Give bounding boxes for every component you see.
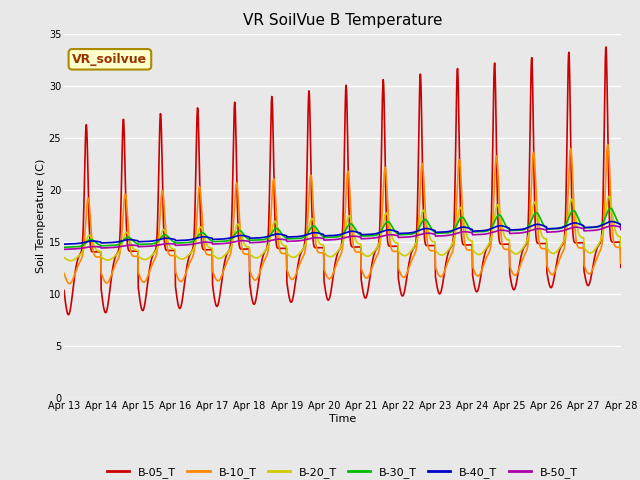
- B-50_T: [170, 241, 178, 247]
- B-05_T: [551, 270, 559, 276]
- B-05_T: [60, 288, 68, 293]
- B-30_T: [60, 244, 68, 250]
- B-20_T: [184, 252, 192, 258]
- B-05_T: [65, 312, 72, 318]
- B-10_T: [551, 268, 559, 274]
- B-20_T: [60, 255, 68, 261]
- B-50_T: [429, 231, 436, 237]
- B-05_T: [502, 241, 509, 247]
- B-30_T: [607, 205, 614, 211]
- B-20_T: [67, 258, 74, 264]
- B-40_T: [246, 235, 254, 241]
- B-20_T: [246, 252, 254, 258]
- B-40_T: [617, 224, 625, 229]
- B-40_T: [170, 237, 178, 242]
- B-30_T: [170, 239, 178, 245]
- B-05_T: [429, 243, 437, 249]
- B-10_T: [617, 260, 625, 266]
- B-30_T: [184, 240, 191, 245]
- Line: B-30_T: B-30_T: [64, 208, 621, 247]
- B-10_T: [604, 142, 611, 148]
- B-40_T: [429, 227, 436, 233]
- Line: B-40_T: B-40_T: [64, 222, 621, 244]
- Legend: B-05_T, B-10_T, B-20_T, B-30_T, B-40_T, B-50_T: B-05_T, B-10_T, B-20_T, B-30_T, B-40_T, …: [102, 462, 582, 480]
- B-40_T: [502, 224, 509, 229]
- B-05_T: [171, 248, 179, 253]
- B-30_T: [617, 224, 625, 229]
- B-10_T: [429, 248, 437, 253]
- B-05_T: [617, 264, 625, 270]
- B-30_T: [551, 226, 559, 232]
- B-05_T: [246, 287, 254, 292]
- B-10_T: [502, 247, 509, 252]
- Title: VR SoilVue B Temperature: VR SoilVue B Temperature: [243, 13, 442, 28]
- B-50_T: [502, 228, 509, 233]
- Line: B-05_T: B-05_T: [64, 47, 621, 315]
- B-40_T: [184, 237, 191, 243]
- Line: B-50_T: B-50_T: [64, 226, 621, 249]
- B-50_T: [184, 242, 191, 248]
- B-40_T: [551, 226, 559, 231]
- Y-axis label: Soil Temperature (C): Soil Temperature (C): [36, 159, 46, 273]
- B-20_T: [551, 250, 559, 256]
- B-20_T: [429, 239, 437, 244]
- Line: B-10_T: B-10_T: [64, 145, 621, 284]
- B-30_T: [246, 238, 254, 243]
- B-20_T: [502, 236, 509, 241]
- B-10_T: [184, 264, 192, 269]
- B-30_T: [502, 222, 509, 228]
- B-40_T: [608, 219, 616, 225]
- B-20_T: [617, 243, 625, 249]
- B-10_T: [171, 253, 179, 259]
- B-50_T: [609, 223, 617, 228]
- Line: B-20_T: B-20_T: [64, 196, 621, 261]
- B-10_T: [246, 270, 254, 276]
- B-50_T: [551, 229, 559, 235]
- B-10_T: [65, 281, 73, 287]
- B-50_T: [617, 227, 625, 232]
- X-axis label: Time: Time: [329, 414, 356, 424]
- Text: VR_soilvue: VR_soilvue: [72, 53, 147, 66]
- B-05_T: [602, 44, 610, 50]
- B-30_T: [429, 228, 436, 233]
- B-20_T: [605, 193, 612, 199]
- B-20_T: [171, 246, 179, 252]
- B-40_T: [60, 241, 68, 247]
- B-50_T: [246, 240, 254, 246]
- B-05_T: [184, 257, 192, 263]
- B-10_T: [60, 271, 68, 276]
- B-50_T: [60, 246, 68, 252]
